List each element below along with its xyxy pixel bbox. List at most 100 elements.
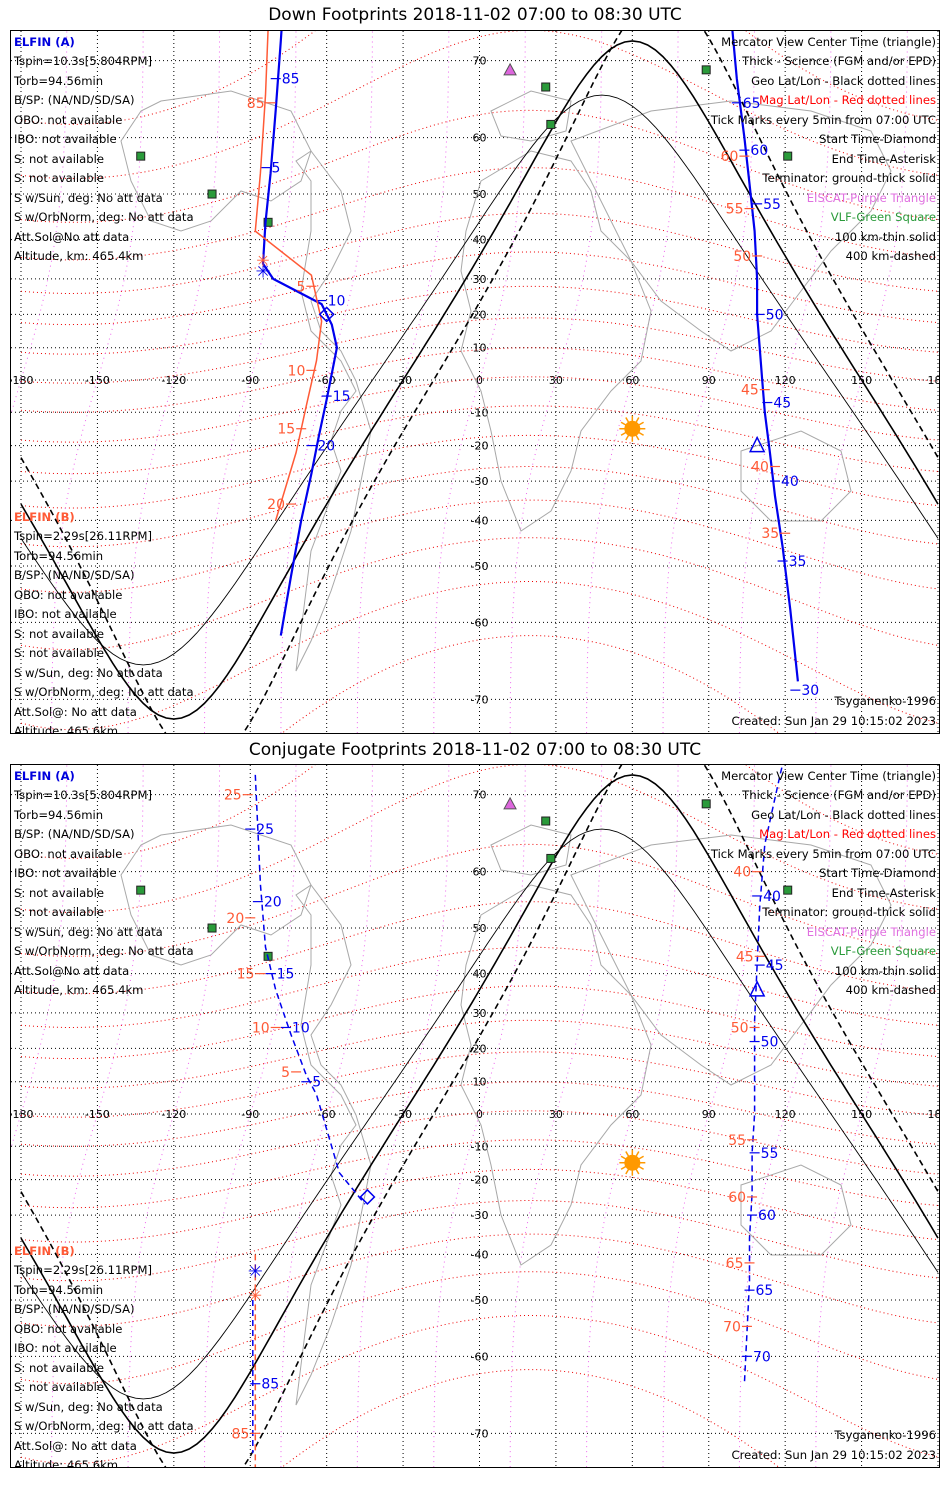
elfin-a-time-label: 60 (750, 143, 768, 159)
lat-tick-label: 50 (473, 188, 487, 201)
map-canvas: -180-150-120-90-60-300306090120150180706… (11, 765, 939, 1467)
coastline (740, 1164, 852, 1256)
mag-latitude-line (20, 376, 939, 443)
mag-latitude-line (20, 1081, 939, 1147)
info-line: S w/Sun, deg: No att data (14, 1399, 163, 1414)
elfin-b-time-label: 10 (288, 363, 306, 379)
elfin-a-time-label: 45 (766, 958, 784, 974)
lat-tick-label: 30 (473, 273, 487, 286)
mag-latitude-line (20, 347, 939, 413)
elfin-b-time-label: 15 (237, 967, 255, 983)
lon-tick-label: -180 (11, 1108, 33, 1121)
elfin-a-time-label: 60 (758, 1208, 776, 1224)
info-line: S: not available (14, 905, 104, 920)
lat-tick-label: -40 (471, 514, 489, 527)
end-asterisk-icon: ✳ (256, 251, 269, 270)
lat-tick-label: -70 (471, 1427, 489, 1440)
info-line: S: not available (14, 646, 104, 661)
info-line: Att.Sol@No att data (14, 963, 130, 978)
elfin-b-name: ELFIN (B) (14, 1244, 75, 1258)
info-line: IBO: not available (14, 132, 117, 147)
center-time-triangle-icon (748, 435, 766, 453)
elfin-a-time-label: 35 (789, 554, 807, 570)
elfin-b-time-label: 70 (723, 1319, 741, 1335)
elfin-a-info: ELFIN (A) Tspin=10.3s[5.804RPM] Torb=94.… (14, 767, 194, 1000)
info-line: B/SP: (NA/ND/SD/SA) (14, 568, 135, 583)
mag-latitude-line (20, 31, 939, 125)
elfin-b-time-label: 25 (224, 788, 242, 804)
lon-tick-label: -120 (161, 1108, 186, 1121)
lon-tick-label: -90 (241, 374, 259, 387)
coastline (295, 150, 372, 672)
elfin-a-time-label: 55 (761, 1146, 779, 1162)
terminator-line (20, 774, 939, 1454)
panel-title: Down Footprints 2018-11-02 07:00 to 08:3… (268, 5, 682, 25)
legend-item: Mercator View Center Time (triangle) (721, 769, 936, 783)
elfin-b-time-label: 60 (721, 149, 739, 165)
info-line: Att.Sol@: No att data (14, 704, 137, 719)
elfin-a-time-label: 65 (743, 96, 761, 112)
mag-latitude-line (20, 109, 939, 223)
vlf-square-icon (783, 151, 793, 161)
info-line: OBO: not available (14, 1321, 123, 1336)
lat-tick-label: -10 (471, 406, 489, 419)
legend-item: VLF-Green Square (830, 944, 936, 959)
lon-tick-label: -150 (85, 374, 110, 387)
lat-tick-label: -60 (471, 616, 489, 629)
elfin-b-time-label: 5 (281, 1065, 290, 1081)
elfin-b-time-label: 85 (261, 1377, 279, 1393)
elfin-a-time-label: 45 (773, 396, 791, 412)
elfin-a-time-label: 15 (277, 967, 295, 983)
lon-tick-label: -60 (318, 1108, 336, 1121)
elfin-b-time-label: 65 (726, 1256, 744, 1272)
elfin-a-time-label: 20 (317, 439, 335, 455)
lat-tick-label: 20 (473, 308, 487, 321)
elfin-b-time-label: 55 (728, 1133, 746, 1149)
model-name: Tsyganenko-1996 (834, 694, 936, 709)
info-line: S w/OrbNorm, deg: No att data (14, 1419, 194, 1434)
info-line: Att.Sol@No att data (14, 229, 130, 244)
elfin-b-time-label: 45 (736, 949, 754, 965)
elfin-a-time-label: 40 (781, 474, 799, 490)
elfin-a-time-label: 50 (766, 307, 784, 323)
vlf-square-icon (136, 151, 146, 161)
vlf-square-icon (541, 816, 551, 826)
info-line: Tspin=10.3s[5.804RPM] (14, 788, 152, 803)
info-line: Torb=94.56min (14, 73, 104, 88)
sun-icon (624, 420, 641, 437)
lon-tick-label: -180 (11, 374, 33, 387)
terminator-line (20, 40, 939, 720)
legend-item: Mag Lat/Lon - Red dotted lines (759, 827, 936, 842)
lon-tick-label: 90 (702, 374, 716, 387)
legend-item: Thick - Science (FGM and/or EPD) (742, 788, 936, 803)
mag-latitude-line (20, 580, 939, 731)
info-line: S w/Sun, deg: No att data (14, 665, 163, 680)
mag-latitude-line (20, 405, 939, 475)
legend-item: 400 km-dashed (845, 248, 936, 263)
mag-latitude-line (20, 1051, 939, 1118)
info-line: Torb=94.56min (14, 548, 104, 563)
legend-item: End Time-Asterisk (831, 151, 936, 166)
coastline (570, 834, 892, 1086)
legend-item: End Time-Asterisk (831, 885, 936, 900)
legend-item: Tick Marks every 5min from 07:00 UTC (710, 112, 936, 127)
elfin-b-time-label: 85 (232, 1426, 250, 1442)
elfin-b-time-label: 40 (733, 865, 751, 881)
info-line: Altitude, km: 465.4km (14, 248, 144, 263)
info-line: OBO: not available (14, 112, 123, 127)
lon-tick-label: 60 (625, 1108, 639, 1121)
eiscat-triangle-icon (503, 796, 517, 810)
legend-item: Terminator: ground-thick solid (762, 905, 936, 920)
elfin-a-name: ELFIN (A) (14, 769, 75, 783)
end-asterisk-icon: ✳ (255, 261, 270, 282)
lat-tick-label: 10 (473, 342, 487, 355)
vlf-square-icon (701, 65, 711, 75)
info-line: IBO: not available (14, 866, 117, 881)
coastline (570, 100, 892, 352)
elfin-a-time-label: 15 (333, 389, 351, 405)
limit-100km-line (20, 94, 939, 666)
lat-tick-label: 40 (473, 968, 487, 981)
coastline (490, 90, 572, 142)
lon-tick-label: 180 (928, 374, 941, 387)
footer: Tsyganenko-1996 Created: Sun Jan 29 10:1… (732, 692, 936, 731)
